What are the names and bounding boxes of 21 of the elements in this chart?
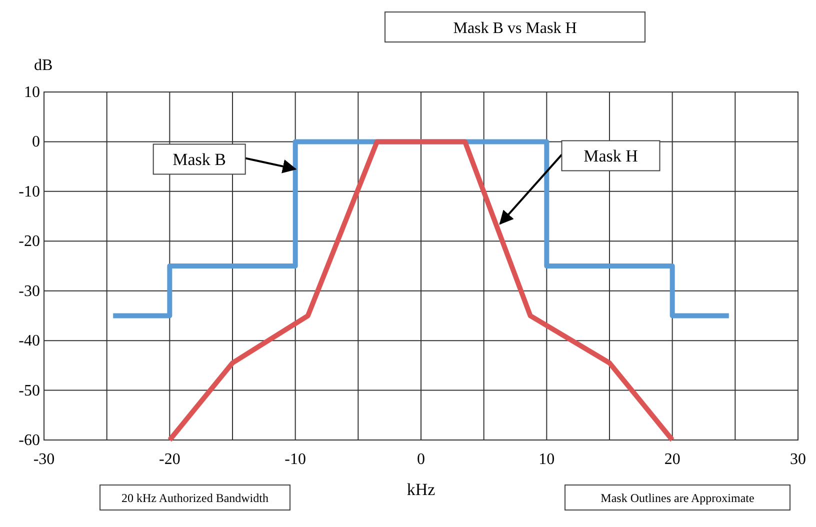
y-tick-label: 10 [24,84,40,101]
y-tick-label: -40 [18,332,40,350]
y-tick-label: -20 [18,233,40,250]
annotation: Mask B [172,150,226,170]
x-tick-label: 30 [790,451,806,468]
y-tick-label: -50 [18,382,40,400]
chart-title: Mask B vs Mask H [453,20,578,37]
y-tick-label: -10 [18,183,40,200]
y-tick-label: -30 [18,282,40,300]
x-tick-label: 0 [417,451,425,468]
text: Mask Outlines are Approximate [600,491,754,505]
x-tick-label: 10 [538,451,555,468]
x-axis-title: kHz [406,480,436,499]
y-tick-label: -60 [18,432,40,449]
x-tick-label: 20 [664,451,680,468]
x-tick-label: -10 [284,451,306,468]
text: 20 kHz Authorized Bandwidth [122,491,268,505]
y-tick-label: 0 [32,134,40,151]
y-axis-title: dB [34,57,53,74]
annotation: Mask H [584,146,638,166]
x-tick-label: -20 [159,451,180,468]
